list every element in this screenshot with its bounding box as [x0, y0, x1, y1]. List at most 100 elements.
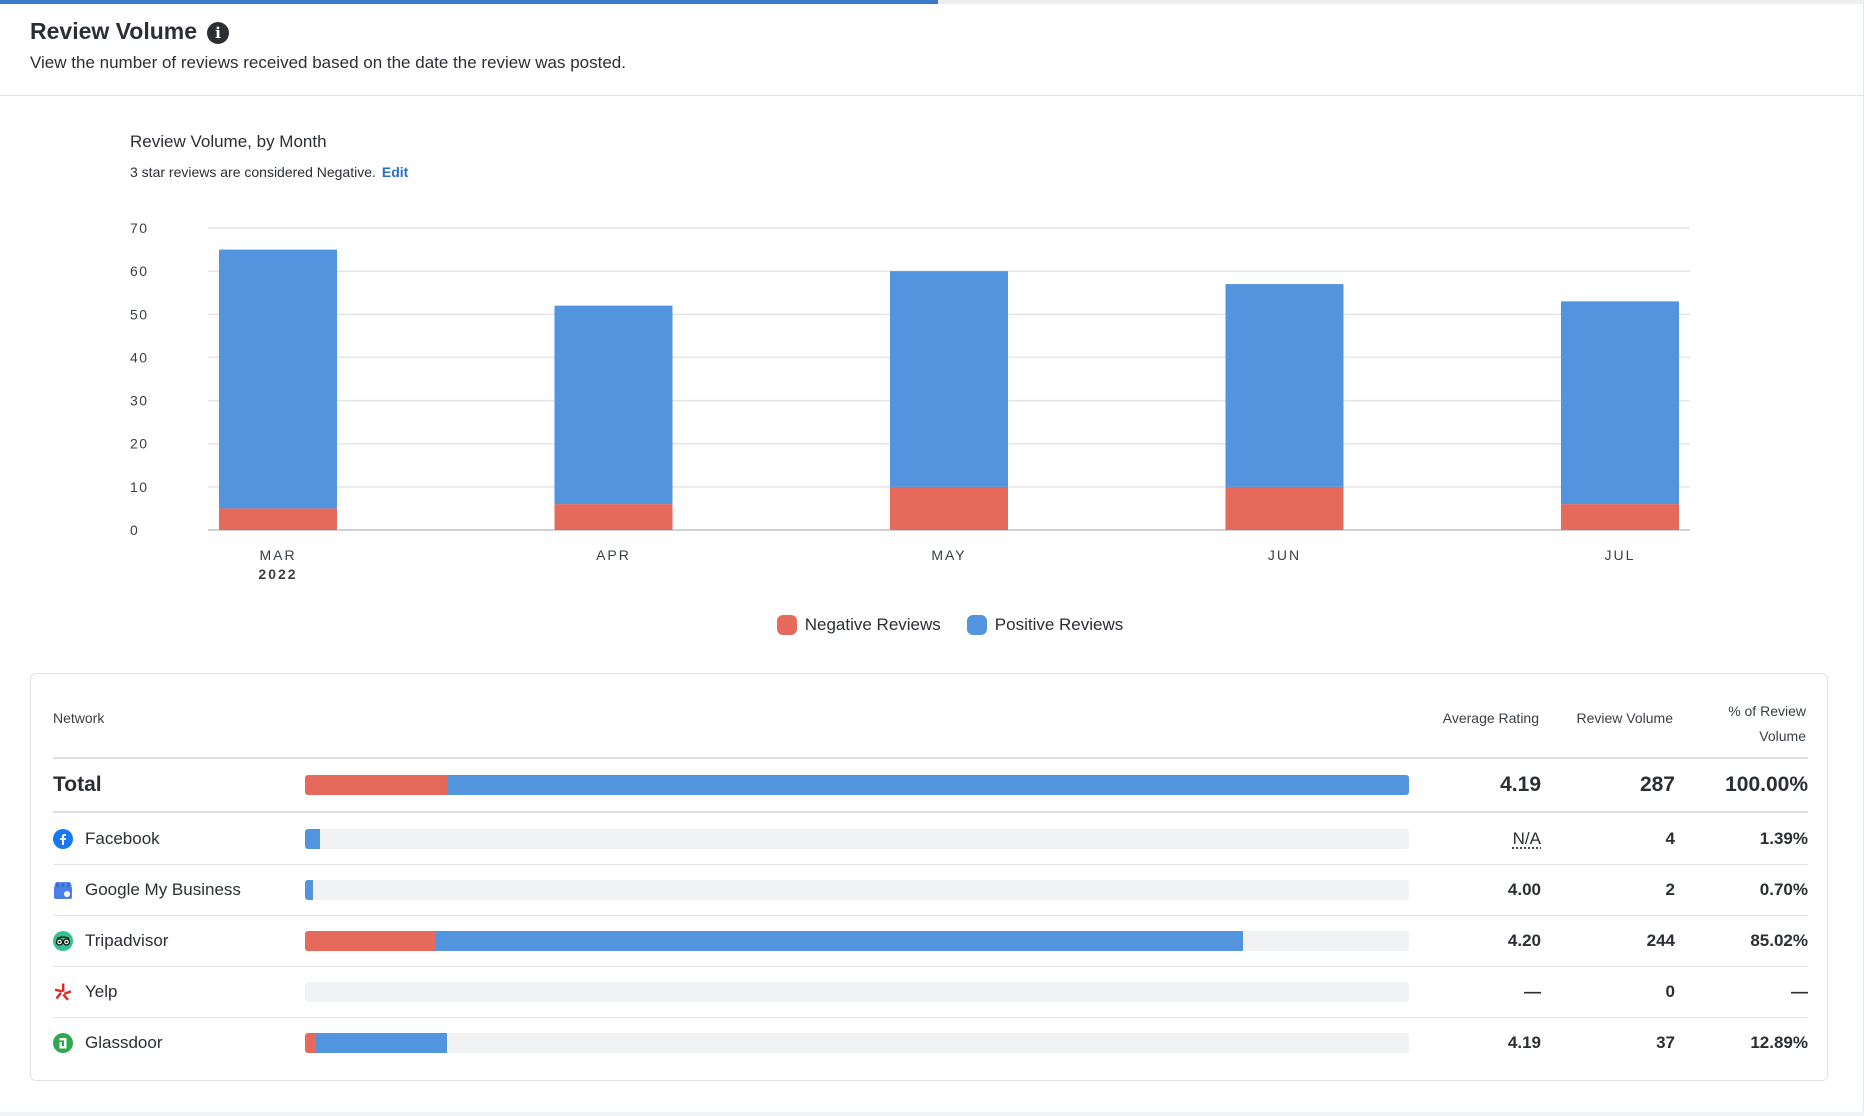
volume-bar: [305, 829, 1409, 849]
chart-legend: Negative Reviews Positive Reviews: [0, 615, 1864, 635]
average-rating-total: 4.19: [1500, 773, 1541, 796]
y-tick-label: 0: [130, 522, 139, 538]
review-volume: 244: [1646, 931, 1675, 950]
percent-volume: 0.70%: [1759, 880, 1808, 899]
percent-volume: 85.02%: [1750, 931, 1808, 950]
average-rating[interactable]: N/A: [1512, 829, 1541, 848]
column-header-percent-volume[interactable]: % of Review Volume: [1728, 699, 1806, 749]
x-tick-label: JUN: [1268, 547, 1301, 563]
average-rating: —: [1524, 982, 1541, 1001]
review-volume-total: 287: [1639, 773, 1675, 796]
legend-item-negative[interactable]: Negative Reviews: [776, 615, 941, 635]
network-name: Yelp: [85, 982, 118, 1001]
bar-negative-segment: [554, 504, 673, 530]
volume-bar: [305, 982, 1409, 1002]
y-tick-label: 30: [130, 393, 149, 409]
bar-positive-segment: [1225, 284, 1344, 487]
volume-bar: [305, 880, 1409, 900]
bar-negative-segment: [219, 508, 337, 530]
legend-label-negative: Negative Reviews: [804, 615, 941, 634]
glassdoor-icon: [53, 1033, 73, 1053]
chart-title: Review Volume, by Month: [130, 132, 327, 151]
bar-negative-segment: [890, 486, 1008, 530]
bar-positive-segment: [1561, 301, 1679, 505]
percent-volume: 1.39%: [1759, 829, 1808, 848]
total-divider: [53, 811, 1808, 813]
bar-negative-segment: [1561, 504, 1679, 530]
row-divider: [53, 1017, 1808, 1018]
network-name: Facebook: [85, 829, 160, 848]
x-tick-label: MAY: [931, 547, 966, 563]
bar-positive-segment: [890, 271, 1008, 487]
loading-progress-fill: [0, 0, 938, 4]
row-divider: [53, 864, 1808, 865]
column-header-percent-line2: Volume: [1759, 728, 1806, 744]
table-row[interactable]: Google My Business 4.00 2 0.70%: [31, 865, 1829, 915]
page-subtitle: View the number of reviews received base…: [30, 53, 626, 72]
volume-bar-positive-segment: [305, 880, 313, 900]
table-row[interactable]: Tripadvisor 4.20 244 85.02%: [31, 916, 1829, 966]
y-tick-label: 10: [130, 479, 149, 495]
network-name: Tripadvisor: [85, 931, 169, 950]
column-header-review-volume[interactable]: Review Volume: [1576, 710, 1674, 726]
legend-item-positive[interactable]: Positive Reviews: [966, 615, 1124, 635]
y-tick-label: 20: [130, 436, 149, 452]
review-volume: 4: [1665, 829, 1675, 848]
yelp-icon: [53, 982, 73, 1002]
volume-bar-positive-segment: [305, 829, 321, 849]
table-row[interactable]: Facebook N/A 4 1.39%: [31, 814, 1829, 864]
negative-threshold-note: 3 star reviews are considered Negative.: [130, 164, 376, 180]
percent-volume-total: 100.00%: [1725, 773, 1808, 796]
average-rating: 4.00: [1507, 880, 1541, 899]
legend-swatch-negative: [776, 615, 797, 635]
info-icon[interactable]: i: [207, 21, 230, 44]
y-tick-label: 70: [130, 220, 149, 236]
volume-bar-negative-segment: [305, 1033, 317, 1053]
row-divider: [53, 966, 1808, 967]
review-volume: 2: [1665, 880, 1675, 899]
review-volume: 0: [1665, 982, 1675, 1001]
legend-label-positive: Positive Reviews: [994, 615, 1124, 634]
volume-bar-positive-segment: [316, 1033, 448, 1053]
network-breakdown-table: Network Average Rating Review Volume % o…: [30, 673, 1828, 1081]
column-header-network[interactable]: Network: [53, 710, 105, 726]
volume-bar-positive-segment: [435, 931, 1244, 951]
volume-bar-positive-segment: [447, 775, 1409, 795]
x-tick-label: JUL: [1605, 547, 1636, 563]
x-tick-label: APR: [596, 547, 631, 563]
volume-bar: [305, 931, 1409, 951]
network-name: Google My Business: [85, 880, 241, 899]
header-divider: [53, 757, 1808, 759]
review-volume: 37: [1656, 1033, 1675, 1052]
edit-threshold-link[interactable]: Edit: [381, 164, 409, 180]
y-tick-label: 60: [130, 263, 149, 279]
average-rating: 4.20: [1507, 931, 1541, 950]
page-title: Review Volume: [30, 18, 198, 44]
bar-positive-segment: [219, 249, 337, 509]
row-divider: [53, 915, 1808, 916]
google-my-business-icon: [53, 880, 73, 900]
chart-note: 3 star reviews are considered Negative. E…: [130, 164, 408, 180]
volume-bar: [305, 1033, 1409, 1053]
percent-volume: —: [1791, 982, 1808, 1001]
loading-progress-bar: [0, 0, 1864, 4]
x-tick-year-label: 2022: [258, 566, 297, 582]
legend-swatch-positive: [966, 615, 987, 635]
bar-negative-segment: [1225, 486, 1344, 530]
volume-bar-negative-segment: [305, 775, 448, 795]
review-volume-chart: 0 10 20 30 40 50 60 70 MAR 2022 APR MAY JUN JUL: [130, 220, 1690, 582]
y-tick-label: 40: [130, 349, 149, 365]
column-header-percent-line1: % of Review: [1728, 703, 1806, 719]
tripadvisor-icon: [53, 931, 73, 951]
network-name-total: Total: [53, 773, 102, 796]
card-header: Review Volume i View the number of revie…: [0, 4, 1864, 96]
percent-volume: 12.89%: [1750, 1033, 1808, 1052]
volume-bar-total: [305, 775, 1409, 795]
table-row[interactable]: Yelp — 0 —: [31, 967, 1829, 1017]
x-tick-label: MAR: [259, 547, 296, 563]
y-tick-label: 50: [130, 306, 149, 322]
column-header-average-rating[interactable]: Average Rating: [1442, 710, 1539, 726]
table-row[interactable]: Glassdoor 4.19 37 12.89%: [31, 1018, 1829, 1068]
table-row-total: Total 4.19 287 100.00%: [31, 760, 1829, 810]
